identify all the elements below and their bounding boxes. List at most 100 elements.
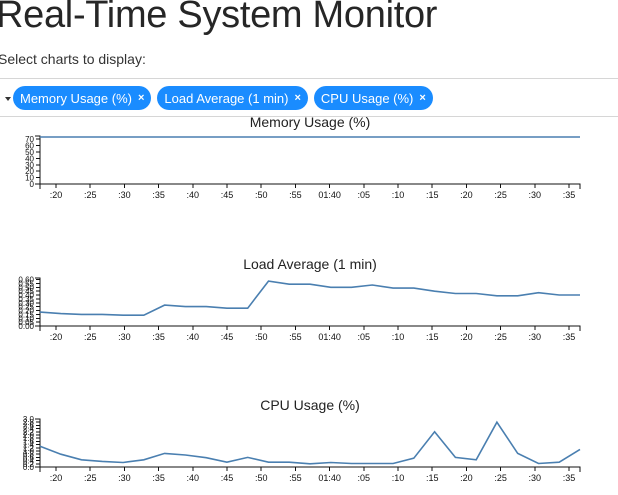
selected-chips: Memory Usage (%) × Load Average (1 min) … bbox=[13, 86, 433, 110]
x-tick-label: :35 bbox=[563, 332, 576, 342]
x-axis-line bbox=[39, 183, 581, 189]
x-tick-label: :45 bbox=[221, 332, 234, 342]
x-tick-label: :30 bbox=[529, 190, 542, 200]
y-tick-label: 0.25 bbox=[18, 303, 34, 312]
y-tick-label: 70 bbox=[25, 135, 34, 144]
load-average-chart-svg: Load Average (1 min) 0.000.050.100.150.20… bbox=[18, 256, 581, 342]
cpu-usage-chart-svg: CPU Usage (%) 0.00.20.40.60.81.01.21.41.6… bbox=[23, 397, 581, 483]
y-tick-label: 2.6 bbox=[23, 421, 35, 430]
y-tick-label: 2.4 bbox=[23, 425, 35, 434]
y-tick-label: 2.2 bbox=[23, 428, 35, 437]
x-tick-label: :15 bbox=[426, 190, 439, 200]
y-axis-line bbox=[35, 277, 41, 327]
cpu-usage-chart: CPU Usage (%) 0.0 0.2 0.4 0.6 0.8 1.0 1.2 1.4 1.6… bbox=[0, 397, 618, 483]
chip-label: Load Average (1 min) bbox=[164, 90, 289, 106]
chip-cpu-usage[interactable]: CPU Usage (%) × bbox=[313, 86, 433, 110]
y-tick-label: 0.4 bbox=[23, 457, 35, 466]
y-tick-label: 0 bbox=[30, 180, 35, 189]
x-tick-label: :50 bbox=[255, 332, 268, 342]
y-tick-label: 20 bbox=[25, 167, 34, 176]
x-tick-label: :15 bbox=[426, 473, 439, 483]
y-tick-label: 2.0 bbox=[23, 431, 35, 440]
y-axis-line bbox=[35, 135, 41, 185]
y-tick-label: 3.0 bbox=[23, 415, 35, 424]
x-tick-label: :50 bbox=[255, 190, 268, 200]
dropdown-arrow-icon[interactable] bbox=[5, 97, 11, 101]
y-tick-label: 0.15 bbox=[18, 310, 34, 319]
y-tick-label: 30 bbox=[25, 161, 34, 170]
remove-chip-icon[interactable]: × bbox=[419, 92, 426, 104]
y-tick-label: 2.8 bbox=[23, 418, 35, 427]
x-tick-label: :35 bbox=[152, 332, 165, 342]
cpu-usage-series-line bbox=[39, 420, 581, 465]
remove-chip-icon[interactable]: × bbox=[294, 92, 301, 104]
y-tick-label: 0.05 bbox=[18, 318, 34, 327]
x-tick-label: :30 bbox=[118, 190, 131, 200]
x-tick-label: :25 bbox=[494, 332, 507, 342]
x-tick-label: :25 bbox=[494, 190, 507, 200]
x-tick-label: :25 bbox=[84, 190, 97, 200]
x-tick-label: :20 bbox=[460, 473, 473, 483]
y-tick-label: 0.20 bbox=[18, 307, 34, 316]
x-tick-label: :40 bbox=[187, 332, 200, 342]
x-tick-label: :25 bbox=[84, 332, 97, 342]
y-tick-label: 60 bbox=[25, 142, 34, 151]
chip-label: Memory Usage (%) bbox=[20, 90, 132, 106]
remove-chip-icon[interactable]: × bbox=[137, 92, 145, 104]
y-tick-label: 0.8 bbox=[23, 450, 35, 459]
x-tick-label: :50 bbox=[255, 473, 268, 483]
x-tick-label: 01:40 bbox=[318, 473, 341, 483]
y-tick-label: 1.6 bbox=[23, 437, 35, 446]
x-tick-label: :45 bbox=[221, 473, 234, 483]
y-tick-label: 1.2 bbox=[23, 444, 35, 453]
x-tick-label: :05 bbox=[358, 473, 371, 483]
x-tick-label: :20 bbox=[460, 332, 473, 342]
chip-label: CPU Usage (%) bbox=[320, 90, 414, 106]
y-tick-label: 1.4 bbox=[23, 441, 35, 450]
x-tick-label: :05 bbox=[358, 332, 371, 342]
chip-load-average[interactable]: Load Average (1 min) × bbox=[157, 86, 308, 110]
x-tick-label: :25 bbox=[494, 473, 507, 483]
x-tick-label: :55 bbox=[289, 332, 302, 342]
page-title: Real-Time System Monitor bbox=[0, 0, 438, 36]
x-tick-label: :20 bbox=[50, 473, 63, 483]
x-tick-label: :10 bbox=[392, 332, 405, 342]
x-tick-label: :30 bbox=[529, 332, 542, 342]
y-tick-label: 0.50 bbox=[18, 283, 34, 292]
chart-title: CPU Usage (%) bbox=[260, 397, 360, 413]
y-tick-label: 0.60 bbox=[18, 276, 34, 285]
y-tick-label: 40 bbox=[25, 154, 34, 163]
chart-title: Memory Usage (%) bbox=[250, 114, 371, 130]
y-tick-label: 0.2 bbox=[23, 460, 35, 469]
x-tick-label: :30 bbox=[529, 473, 542, 483]
x-tick-label: :20 bbox=[50, 190, 63, 200]
chart-select-label: Select charts to display: bbox=[0, 51, 146, 67]
memory-usage-chart: Memory Usage (%) 0 10 20 30 40 50 60 70 :20 :25 :30… bbox=[0, 114, 618, 200]
x-tick-label: :30 bbox=[118, 332, 131, 342]
x-axis-line bbox=[39, 325, 581, 331]
y-tick-label: 1.0 bbox=[23, 447, 35, 456]
y-tick-label: 50 bbox=[25, 148, 34, 157]
x-tick-label: :55 bbox=[289, 473, 302, 483]
y-tick-label: 0.40 bbox=[18, 291, 34, 300]
chip-memory-usage[interactable]: Memory Usage (%) × bbox=[13, 86, 152, 110]
y-tick-label: 0.30 bbox=[18, 299, 34, 308]
x-tick-label: :40 bbox=[187, 473, 200, 483]
y-tick-label: 10 bbox=[25, 174, 34, 183]
y-tick-label: 0.45 bbox=[18, 287, 34, 296]
x-tick-label: :35 bbox=[563, 473, 576, 483]
x-tick-label: :25 bbox=[84, 473, 97, 483]
y-tick-label: 0.35 bbox=[18, 295, 34, 304]
y-tick-label: 0.0 bbox=[23, 463, 35, 472]
y-tick-label: 0.10 bbox=[18, 314, 34, 323]
chart-multiselect[interactable]: Memory Usage (%) × Load Average (1 min) … bbox=[0, 78, 618, 117]
x-tick-label: :40 bbox=[187, 190, 200, 200]
load-average-chart: Load Average (1 min) 0.00 0.05 0.10 0.15 0.20… bbox=[0, 256, 618, 342]
x-tick-label: 01:40 bbox=[318, 332, 341, 342]
x-tick-label: :05 bbox=[358, 190, 371, 200]
x-tick-label: :10 bbox=[392, 190, 405, 200]
y-tick-label: 1.8 bbox=[23, 434, 35, 443]
x-axis-line bbox=[39, 466, 581, 472]
x-tick-label: :30 bbox=[118, 473, 131, 483]
x-tick-label: :20 bbox=[50, 332, 63, 342]
